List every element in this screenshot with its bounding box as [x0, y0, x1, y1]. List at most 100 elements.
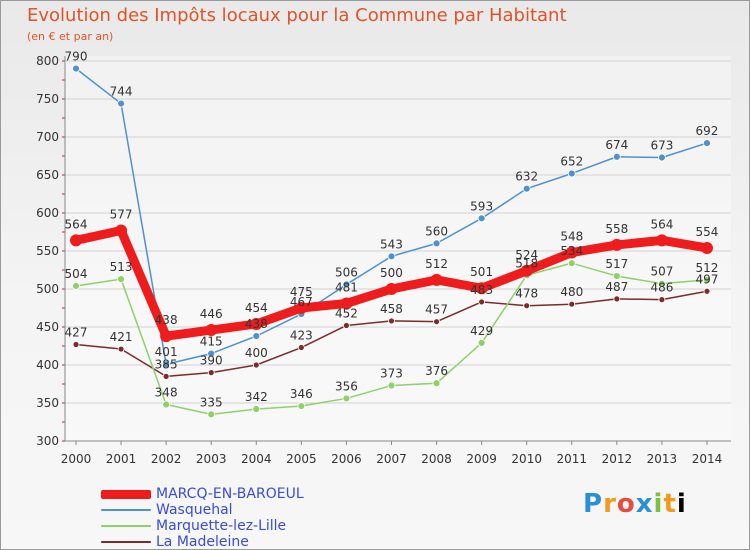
x-tick-label: 2007 [376, 452, 407, 466]
data-point [387, 252, 396, 261]
y-tick-label: 450 [36, 320, 59, 334]
data-label: 564 [650, 217, 673, 231]
data-label: 652 [560, 154, 583, 168]
data-label: 486 [650, 281, 673, 295]
data-label: 438 [245, 317, 268, 331]
data-point [252, 361, 260, 369]
y-tick-label: 600 [36, 206, 59, 220]
data-label: 475 [290, 285, 313, 299]
data-label: 346 [290, 387, 313, 401]
data-point [613, 295, 621, 303]
data-label: 507 [650, 265, 673, 279]
data-point [703, 287, 711, 295]
data-point [117, 275, 125, 284]
data-point [520, 264, 533, 277]
x-tick-label: 2010 [511, 452, 542, 466]
x-tick-label: 2012 [602, 452, 633, 466]
y-tick-label: 800 [36, 54, 59, 68]
data-point [342, 280, 351, 289]
data-point [658, 279, 666, 288]
data-label: 512 [425, 257, 448, 271]
x-tick-label: 2006 [331, 452, 362, 466]
chart-title: Evolution des Impôts locaux pour la Comm… [27, 5, 567, 26]
data-point [70, 234, 82, 247]
data-label: 543 [380, 237, 403, 251]
data-point [342, 394, 351, 403]
data-label: 356 [335, 379, 358, 393]
y-tick-label: 400 [36, 358, 59, 372]
data-label: 483 [470, 283, 493, 297]
data-label: 480 [560, 285, 583, 299]
x-tick-label: 2008 [421, 452, 452, 466]
data-label: 501 [470, 265, 493, 279]
data-point [115, 224, 128, 237]
data-label: 790 [65, 50, 88, 64]
data-point [343, 322, 350, 329]
data-label: 454 [245, 301, 268, 315]
data-label: 335 [200, 395, 223, 409]
data-label: 438 [155, 313, 178, 327]
legend-swatch [101, 541, 151, 543]
data-label: 673 [650, 139, 673, 153]
data-point [433, 318, 440, 326]
data-point [477, 214, 486, 223]
data-label: 427 [65, 325, 88, 339]
y-tick-label: 350 [36, 396, 59, 410]
data-label: 421 [110, 330, 133, 344]
data-point [250, 317, 263, 330]
x-tick-label: 2013 [647, 452, 678, 466]
data-label: 342 [245, 390, 268, 404]
data-point [567, 169, 576, 178]
data-point [612, 272, 621, 280]
data-point [387, 381, 396, 390]
data-label: 534 [560, 244, 583, 258]
x-tick-label: 2002 [151, 452, 182, 466]
data-point [340, 297, 353, 310]
data-point [162, 400, 171, 409]
data-label: 518 [515, 256, 538, 270]
data-point [117, 345, 125, 353]
data-point [207, 349, 216, 358]
x-tick-label: 2003 [196, 452, 227, 466]
data-point [162, 372, 170, 380]
data-label: 593 [470, 199, 493, 213]
data-point [567, 259, 576, 268]
data-point [385, 283, 398, 295]
data-point [655, 234, 668, 247]
data-point [522, 184, 531, 193]
data-point [295, 302, 308, 314]
data-label: 558 [605, 222, 628, 236]
x-tick-label: 2011 [556, 452, 587, 466]
legend-label: MARCQ-EN-BAROEUL [156, 486, 304, 502]
data-point [160, 330, 173, 343]
data-label: 348 [155, 386, 178, 400]
x-tick-label: 2004 [241, 452, 272, 466]
data-label: 548 [560, 230, 583, 244]
data-label: 423 [290, 329, 313, 343]
data-label: 517 [605, 257, 628, 271]
data-label: 452 [335, 306, 358, 320]
y-tick-label: 550 [36, 244, 59, 258]
data-label: 446 [200, 307, 223, 321]
legend-swatch [101, 509, 151, 511]
data-label: 457 [425, 303, 448, 317]
data-point [612, 152, 621, 161]
proxiti-logo: Proxiti [583, 489, 687, 519]
data-point [477, 339, 486, 347]
x-tick-label: 2001 [106, 452, 137, 466]
data-point [117, 99, 125, 108]
data-point [478, 298, 486, 306]
x-tick-label: 2000 [61, 452, 92, 466]
data-point [297, 344, 305, 351]
data-label: 506 [335, 265, 358, 279]
data-point [72, 341, 80, 348]
data-label: 674 [605, 138, 628, 152]
x-tick-label: 2005 [286, 452, 317, 466]
data-point [568, 300, 576, 308]
data-label: 497 [696, 272, 719, 286]
data-point [432, 379, 441, 388]
data-label: 504 [65, 267, 88, 281]
legend-label: Wasquehal [156, 502, 233, 518]
data-label: 373 [380, 367, 403, 381]
data-point [207, 369, 215, 377]
